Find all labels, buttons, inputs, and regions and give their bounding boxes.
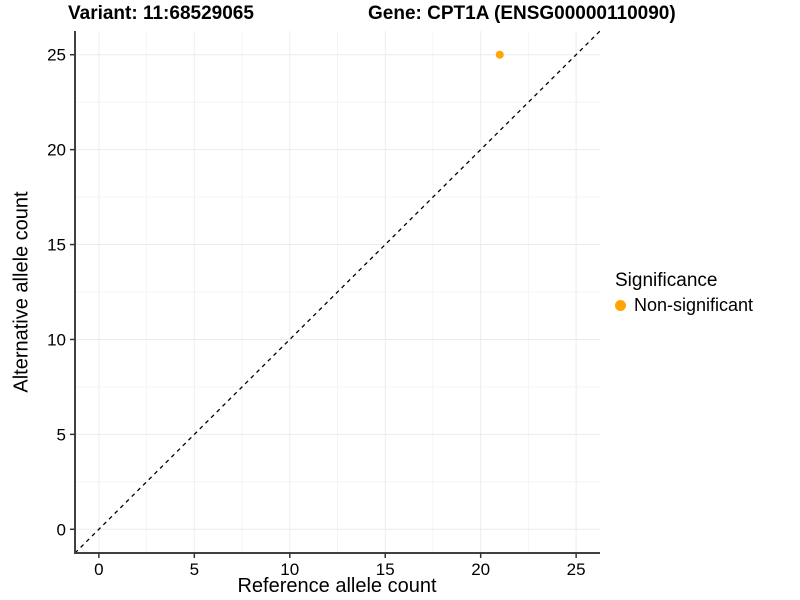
gene-title: Gene: CPT1A (ENSG00000110090)	[368, 3, 676, 24]
legend: Significance Non-significant	[615, 270, 753, 316]
legend-point-icon	[615, 300, 626, 311]
identity-dashed-line	[74, 30, 601, 554]
x-tick-label: 25	[567, 560, 586, 579]
legend-title: Significance	[615, 270, 718, 291]
y-axis-title: Alternative allele count	[10, 191, 33, 393]
variant-title: Variant: 11:68529065	[68, 3, 254, 24]
y-tick-label: 25	[47, 46, 66, 65]
legend-item: Non-significant	[615, 295, 753, 316]
y-tick-label: 20	[47, 141, 66, 160]
x-tick-label: 10	[280, 560, 299, 579]
y-tick-label: 10	[47, 330, 66, 349]
x-axis-title: Reference allele count	[237, 575, 437, 597]
x-tick-label: 0	[94, 560, 103, 579]
legend-item-label: Non-significant	[634, 295, 754, 315]
data-point	[495, 50, 504, 59]
x-tick-label: 15	[376, 560, 395, 579]
y-tick-label: 15	[47, 236, 66, 255]
x-tick-label: 20	[471, 560, 490, 579]
x-tick-label: 5	[190, 560, 199, 579]
y-tick-label: 5	[57, 425, 66, 444]
y-tick-label: 0	[57, 520, 66, 539]
